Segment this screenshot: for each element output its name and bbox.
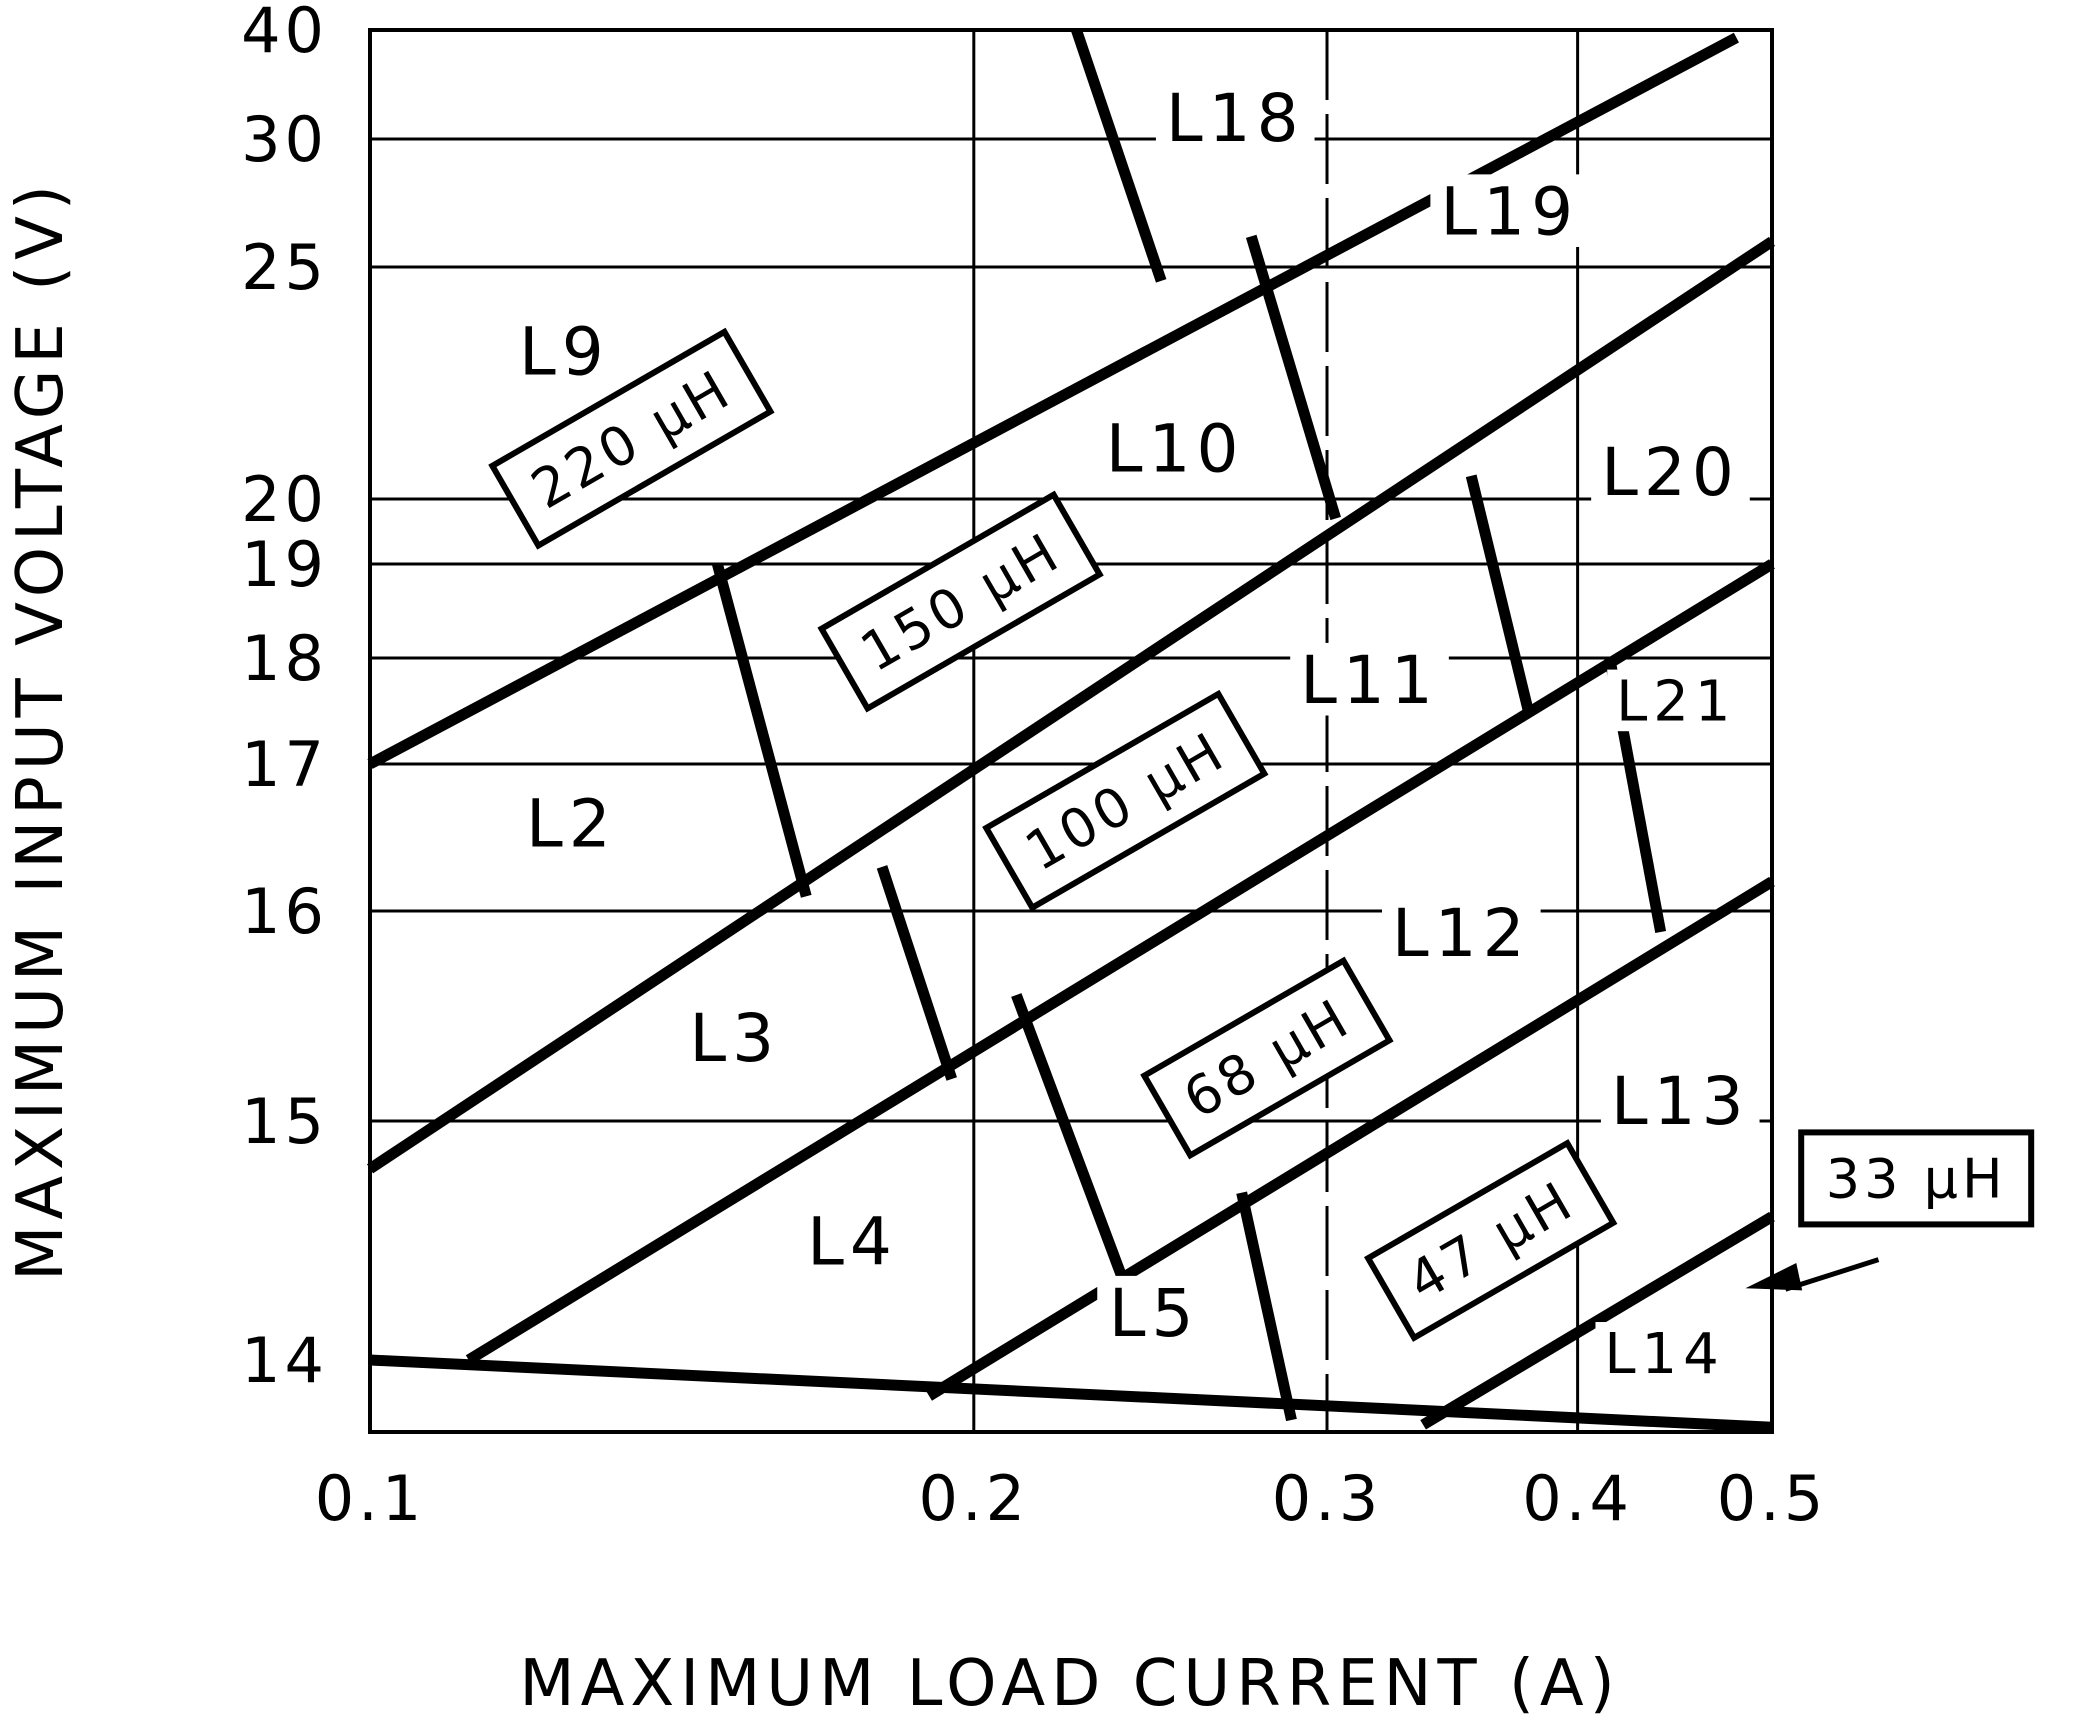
region-label: L13 [1611, 1063, 1750, 1140]
x-tick-label: 0.4 [1522, 1462, 1633, 1535]
series-line-2 [465, 559, 1775, 1365]
series-line-0 [367, 32, 1739, 769]
region-label-bg [1591, 434, 1750, 508]
x-tick-labels: 0.1 0.2 0.3 0.4 0.5 [315, 1462, 1828, 1535]
region-label-bg [1290, 642, 1449, 716]
inductance-label-box [1364, 1139, 1618, 1342]
region-label-bg [677, 1000, 792, 1074]
region-label-bg [1381, 895, 1541, 969]
inductance-curves [366, 32, 1776, 1433]
region-label-bg [507, 314, 622, 387]
region-label-bg [514, 786, 629, 860]
y-tick-label: 15 [241, 1085, 328, 1158]
region-label: L4 [807, 1203, 898, 1280]
region-label: L18 [1166, 80, 1305, 157]
y-tick-label: 20 [241, 463, 328, 536]
y-tick-label: 14 [241, 1324, 328, 1397]
divider-line-7 [1236, 1191, 1297, 1422]
region-label-bg [795, 1204, 910, 1277]
plot-frame [368, 28, 1774, 1434]
region-label-bg [1607, 669, 1746, 732]
x-tick-label: 0.3 [1272, 1462, 1383, 1535]
inductance-label: 100 µH [982, 689, 1269, 912]
inductance-label: 150 µH [817, 490, 1104, 713]
region-label-bg [1600, 1063, 1760, 1137]
inductance-label-text: 33 µH [1826, 1147, 2007, 1210]
region-label: L3 [689, 1000, 780, 1077]
y-tick-label: 19 [241, 528, 328, 601]
series-line-1 [366, 236, 1776, 1174]
inductance-label-box [1798, 1129, 2035, 1228]
region-label: L21 [1616, 670, 1736, 735]
plot-border [368, 28, 1774, 1434]
inductance-label: 68 µH [1140, 956, 1394, 1160]
region-label: L5 [1109, 1275, 1200, 1352]
series-line-5 [369, 1354, 1773, 1433]
region-label: L20 [1601, 434, 1740, 511]
x-tick-label: 0.5 [1717, 1462, 1828, 1535]
region-label-bg [1430, 174, 1590, 247]
inductance-label-box [488, 327, 775, 550]
y-axis-title: MAXIMUM INPUT VOLTAGE (V) [4, 179, 78, 1281]
divider-line-3 [876, 865, 957, 1081]
y-tick-label: 25 [241, 231, 328, 304]
y-tick-label: 16 [241, 875, 328, 948]
arrow-shaft [1784, 1257, 1880, 1292]
divider-line-4 [1465, 474, 1534, 713]
x-tick-label: 0.2 [919, 1462, 1030, 1535]
y-tick-label: 40 [241, 0, 328, 67]
region-label: L10 [1106, 411, 1245, 488]
divider-line-0 [1071, 28, 1167, 283]
region-labels: L9 L18 L19 L10 L20 L2 L11 L21 L3 L12 L13 L4 L5 L14 [507, 80, 1760, 1387]
y-tick-label: 18 [241, 622, 328, 695]
region-label: L11 [1300, 642, 1439, 719]
x-axis-title: MAXIMUM LOAD CURRENT (A) [519, 1647, 1620, 1719]
region-label: L14 [1604, 1322, 1724, 1387]
divider-line-1 [1245, 234, 1341, 521]
y-tick-label: 17 [241, 728, 328, 801]
x-tick-label: 0.1 [315, 1462, 426, 1535]
region-label: L2 [526, 786, 617, 863]
region-label: L19 [1440, 173, 1579, 250]
inductance-label-box [817, 490, 1104, 713]
series-line-3 [926, 876, 1775, 1401]
region-label: L9 [519, 313, 610, 390]
inductance-label-box [1140, 956, 1394, 1160]
series-line-4 [1420, 1211, 1775, 1430]
divider-line-5 [1011, 993, 1127, 1279]
inductance-label: 33 µH [1798, 1129, 2035, 1228]
region-label: L12 [1392, 895, 1531, 972]
y-tick-label: 30 [241, 103, 328, 176]
annotation-arrow [1745, 1257, 1880, 1292]
arrow-head [1745, 1263, 1803, 1291]
region-label-bg [1595, 1322, 1734, 1384]
region-label-bg [1095, 411, 1255, 485]
divider-line-2 [712, 562, 812, 898]
region-label-bg [1097, 1275, 1212, 1349]
region-label-bg [1155, 80, 1315, 154]
inductance-label-box [982, 689, 1269, 912]
